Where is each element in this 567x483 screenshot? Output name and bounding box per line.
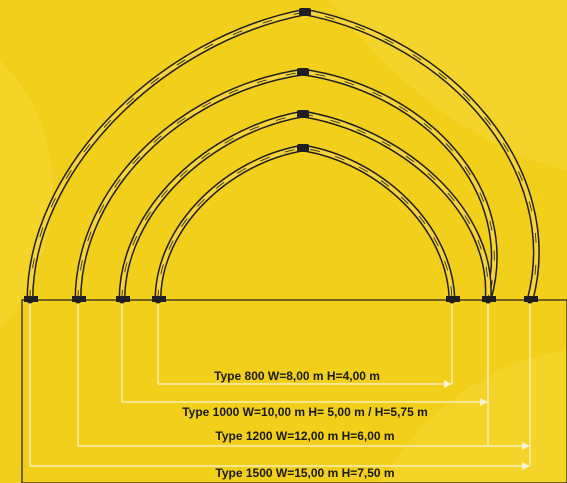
apex-connector-1200 [297,68,309,76]
dimension-lines [30,380,530,470]
apex-connectors [297,8,311,152]
arrowhead [480,398,488,406]
dimension-label-1200: Type 1200 W=12,00 m H=6,00 m [215,429,394,443]
apex-connector-1000 [297,110,309,118]
arch-type-800 [154,144,456,304]
background-swoosh [380,350,567,483]
foot-plate [24,296,38,302]
background-swoosh [0,60,53,330]
arrowhead [522,462,530,470]
foot-plate [72,296,86,302]
arch-joints [157,147,453,301]
base-outline [21,299,567,483]
dimension-label-1000: Type 1000 W=10,00 m H= 5,00 m / H=5,75 m [182,405,428,419]
arch-type-1000 [118,110,492,304]
foot-plate [482,296,496,302]
arch-outer-stroke [74,68,498,304]
foot-plate [116,296,130,302]
arch-outer-stroke [118,110,492,304]
dimension-label-1500: Type 1500 W=15,00 m H=7,50 m [215,466,394,480]
arch-inner-fill [120,111,491,302]
foot-plate [524,296,538,302]
apex-connector-800 [297,144,309,152]
dimension-label-800: Type 800 W=8,00 m H=4,00 m [214,369,380,383]
arrowhead [444,380,452,388]
arch-inner-fill [76,69,497,302]
apex-connector-1500 [299,8,311,16]
foot-plate [152,296,166,302]
dimension-labels: Type 800 W=8,00 m H=4,00 m Type 1000 W=1… [182,369,428,480]
foot-plate [446,296,460,302]
extension-lines [29,300,531,466]
arch-inner-fill [156,145,454,302]
arch-outer-stroke [154,144,456,304]
foot-plates [24,296,538,302]
arch-joints [121,113,489,301]
arch-joints [29,11,537,301]
ground-frame [21,299,567,483]
arrowhead [522,442,530,450]
arch-type-1200 [74,68,498,304]
arch-joints [77,71,495,301]
